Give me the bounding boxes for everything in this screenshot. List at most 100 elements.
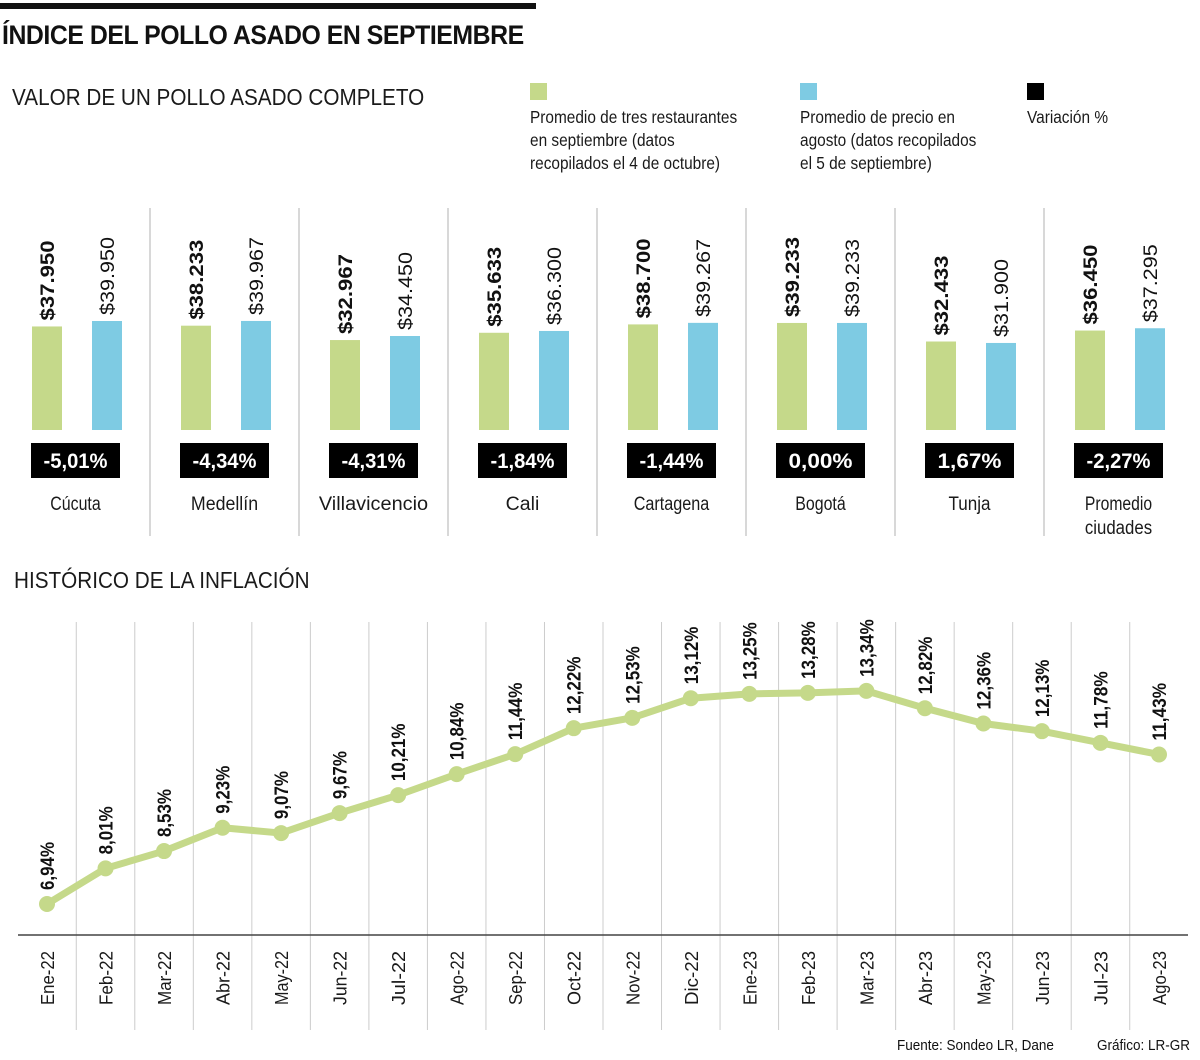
category-label: Medellín [191, 494, 258, 515]
legend-august: Promedio de precio en agosto (datos reco… [800, 83, 1040, 175]
bar-september [926, 341, 956, 430]
data-label: 9,67% [331, 751, 352, 799]
variation-label: -1,84% [491, 450, 555, 473]
data-label: 12,82% [916, 637, 937, 695]
bar-value-label-september: $32.433 [932, 256, 953, 336]
variation-label: -4,31% [342, 450, 406, 473]
data-label: 13,25% [740, 622, 761, 680]
data-point [624, 709, 641, 726]
bar-august [1135, 328, 1165, 430]
x-tick-label: May-22 [272, 951, 292, 1005]
category-label: Villavicencio [319, 494, 428, 515]
x-tick-label: Dic-22 [682, 951, 702, 1005]
category-label: Bogotá [795, 494, 846, 515]
x-tick-label: Nov-22 [623, 951, 643, 1005]
bar-august [390, 336, 420, 430]
legend-label-august: Promedio de precio en agosto (datos reco… [800, 107, 977, 173]
legend-label-september: Promedio de tres restaurantes en septiem… [530, 107, 738, 173]
variation-badge [31, 443, 120, 478]
data-point [858, 682, 875, 699]
data-label: 6,94% [38, 842, 59, 890]
x-tick-label: Mar-23 [857, 951, 877, 1005]
x-tick-label: Abr-22 [214, 951, 234, 1005]
data-point [97, 860, 114, 877]
variation-label: -4,34% [193, 450, 257, 473]
data-point [156, 843, 173, 860]
bar-august [688, 322, 718, 430]
category-label: Cúcuta [50, 494, 101, 515]
legend-swatch-september [530, 83, 547, 100]
data-label: 13,28% [799, 621, 820, 679]
bar-value-label-september: $39.233 [783, 237, 804, 317]
category-label: Promedio [1085, 494, 1152, 515]
data-point [975, 715, 992, 732]
bar-september [628, 324, 658, 430]
bar-value-label-august: $39.950 [98, 237, 119, 315]
legend-september: Promedio de tres restaurantes en septiem… [530, 83, 770, 175]
legend-swatch-august [800, 83, 817, 100]
variation-label: -1,44% [640, 450, 704, 473]
bar-september [32, 326, 62, 430]
data-point [507, 746, 524, 763]
bar-september [479, 332, 509, 430]
data-point [39, 896, 55, 912]
category-label: Cartagena [634, 494, 710, 515]
source-note: Fuente: Sondeo LR, Dane [897, 1037, 1054, 1054]
x-tick-label: Sep-22 [506, 951, 526, 1005]
data-label: 12,22% [565, 656, 586, 714]
data-label: 11,43% [1150, 683, 1171, 741]
x-tick-label: Feb-22 [97, 951, 117, 1005]
x-tick-label: Jun-23 [1033, 951, 1053, 1005]
data-label: 13,12% [682, 627, 703, 685]
data-point [1092, 734, 1109, 751]
bar-chart: $37.950 $39.950 -5,01% Cúcuta $38.233 $39.967… [31, 208, 1165, 539]
data-point [214, 819, 231, 836]
data-point [916, 700, 933, 717]
line-chart-title: HISTÓRICO DE LA INFLACIÓN [14, 567, 310, 593]
bar-august [837, 322, 867, 430]
title-rule [0, 3, 536, 9]
data-label: 13,34% [857, 619, 878, 677]
data-point [799, 684, 816, 701]
bar-value-label-september: $38.233 [187, 240, 208, 320]
bar-value-label-august: $34.450 [396, 252, 417, 330]
data-label: 11,78% [1091, 671, 1112, 729]
x-tick-label: Jun-22 [331, 951, 351, 1005]
x-tick-label: Jul-23 [1091, 951, 1111, 1005]
variation-badge [478, 443, 567, 478]
data-label: 12,13% [1033, 659, 1054, 717]
inflation-line [45, 687, 1160, 907]
data-point [331, 805, 348, 822]
variation-label: 1,67% [938, 450, 1002, 473]
variation-badge [329, 443, 418, 478]
x-tick-label: Ago-22 [448, 951, 468, 1005]
category-label: Cali [506, 494, 540, 515]
bar-value-label-august: $37.295 [1141, 244, 1162, 322]
data-label: 8,01% [97, 806, 118, 854]
data-point [682, 690, 699, 707]
bar-value-label-august: $36.300 [545, 247, 566, 325]
variation-badge [1074, 443, 1163, 478]
data-point [390, 787, 407, 804]
bar-value-label-september: $37.950 [38, 240, 59, 320]
data-point [741, 685, 758, 702]
data-label: 12,53% [623, 646, 644, 704]
data-label: 8,53% [155, 789, 176, 837]
bar-september [1075, 330, 1105, 430]
bar-august [92, 321, 122, 430]
variation-badge [776, 443, 865, 478]
data-label: 12,36% [974, 652, 995, 710]
data-point [1151, 746, 1167, 763]
bar-value-label-august: $39.267 [694, 239, 715, 317]
bar-value-label-september: $35.633 [485, 247, 506, 327]
x-tick-label: Feb-23 [799, 951, 819, 1005]
bar-value-label-august: $39.967 [247, 237, 268, 315]
bar-chart-title: VALOR DE UN POLLO ASADO COMPLETO [12, 84, 425, 110]
x-tick-label: Jul-22 [389, 951, 409, 1005]
bar-august [241, 320, 271, 430]
x-tick-label: Ene-23 [740, 951, 760, 1005]
data-point [1033, 723, 1050, 740]
data-label: 10,84% [448, 702, 469, 760]
x-tick-label: Mar-22 [155, 951, 175, 1005]
